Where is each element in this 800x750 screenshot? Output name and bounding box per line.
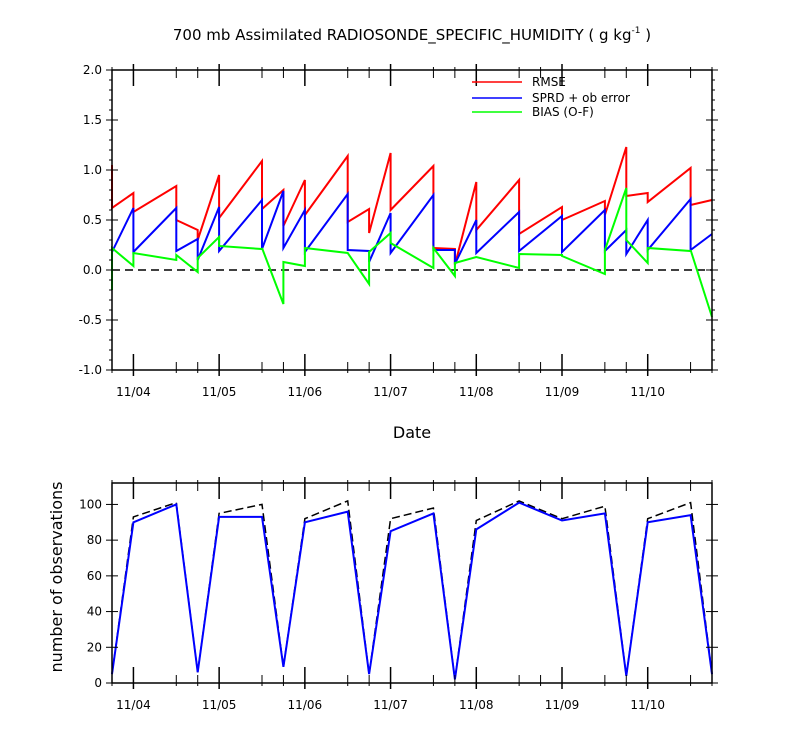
chart-title: 700 mb Assimilated RADIOSONDE_SPECIFIC_H… [173,26,651,45]
bottom-series-layer [111,499,713,680]
top-x-tick-label: 11/06 [288,385,323,399]
y-axis-label-observations: number of observations [47,482,66,673]
top-x-tick-label: 11/05 [202,385,237,399]
bottom-x-tick-label: 11/05 [202,698,237,712]
bottom-x-tick-label: 11/10 [630,698,665,712]
bottom-x-tick-label: 11/09 [545,698,580,712]
bottom-y-tick-label: 100 [79,497,102,511]
bottom-y-tick-label: 0 [94,676,102,690]
top-x-tick-label: 11/10 [630,385,665,399]
legend-label-rmse: RMSE [532,75,566,89]
top-series-layer [111,146,713,318]
bottom-y-tick-label: 80 [87,533,102,547]
top-y-tick-label: -0.5 [79,313,102,327]
bottom-axes-layer: 0 20 40 60 80 100 11/04 11/05 11/06 11/07 11/08 11/… [79,477,718,712]
bottom-y-tick-label: 20 [87,640,102,654]
top-y-tick-label: 2.0 [83,63,102,77]
top-y-tick-label: -1.0 [79,363,102,377]
x-axis-label: Date [393,423,431,442]
bottom-x-tick-label: 11/07 [373,698,408,712]
bottom-series-obs-used [111,501,713,680]
top-y-tick-label: 1.0 [83,163,102,177]
bottom-y-tick-label: 40 [87,605,102,619]
bottom-x-tick-label: 11/04 [116,698,151,712]
bottom-x-tick-label: 11/06 [288,698,323,712]
bottom-y-tick-label: 60 [87,569,102,583]
top-x-tick-label: 11/08 [459,385,494,399]
top-x-tick-label: 11/09 [545,385,580,399]
bottom-series-obs-possible [111,499,713,680]
bottom-panel: 0 20 40 60 80 100 11/04 11/05 11/06 11/07 11/08 11/… [47,477,718,712]
top-plot-frame [111,69,713,371]
top-y-tick-label: 0.0 [83,263,102,277]
top-x-tick-label: 11/04 [116,385,151,399]
bottom-x-tick-label: 11/08 [459,698,494,712]
legend-label-bias: BIAS (O-F) [532,105,594,119]
top-y-tick-label: 1.5 [83,113,102,127]
bottom-plot-frame [111,482,713,684]
top-series-bias-o-f [111,187,713,318]
legend: RMSE SPRD + ob error BIAS (O-F) [472,75,630,119]
top-x-tick-label: 11/07 [373,385,408,399]
top-axes-layer: -1.0 -0.5 0.0 0.5 1.0 1.5 2.0 11/04 11/05 11/06 11… [79,63,718,399]
top-panel: -1.0 -0.5 0.0 0.5 1.0 1.5 2.0 11/04 11/05 11/06 11… [79,63,718,442]
top-y-tick-label: 0.5 [83,213,102,227]
legend-label-sprd: SPRD + ob error [532,91,630,105]
top-series-rmse [111,146,713,266]
